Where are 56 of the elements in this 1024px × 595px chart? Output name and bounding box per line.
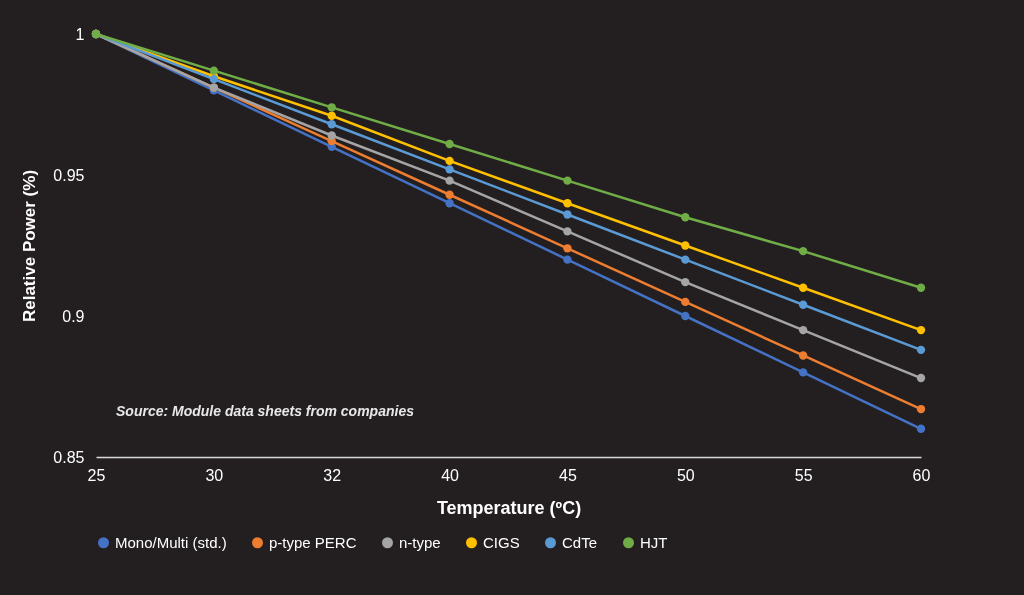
point (445, 190, 454, 199)
x-tick-label: 55 (794, 466, 813, 484)
point (916, 373, 926, 383)
point (445, 139, 454, 149)
x-tick-label: 40 (441, 466, 460, 484)
point (916, 424, 926, 433)
point (327, 120, 336, 129)
x-axis-title: Temperature (ºC) (436, 497, 582, 518)
point (681, 213, 690, 222)
point (209, 66, 219, 75)
point (681, 277, 690, 287)
x-tick-label: 45 (559, 466, 577, 484)
x-tick-label: 30 (205, 466, 224, 484)
legend-label: Mono/Multi (std.) (115, 533, 227, 551)
point (916, 283, 926, 292)
x-tick-label: 32 (323, 466, 342, 484)
point (681, 311, 690, 321)
legend-label: CIGS (483, 533, 520, 551)
point (445, 199, 454, 208)
point (563, 227, 572, 236)
point (916, 345, 926, 355)
point (798, 325, 808, 335)
x-tick-label: 60 (912, 466, 931, 484)
point (445, 156, 454, 166)
legend-label: n-type (399, 533, 441, 551)
point (798, 300, 808, 309)
point (563, 199, 572, 208)
y-tick-label: 0.85 (53, 448, 85, 466)
annotation: Source: Module data sheets from companies (116, 403, 415, 419)
point (798, 351, 808, 360)
y-tick-label: 0.95 (53, 166, 85, 184)
y-tick-label: 0.9 (62, 307, 85, 325)
point (798, 283, 808, 292)
point (327, 111, 336, 120)
point (916, 404, 926, 414)
legend-label: p-type PERC (269, 533, 357, 551)
point (681, 255, 690, 264)
legend-label: CdTe (562, 533, 598, 551)
point (445, 165, 454, 174)
point (563, 255, 572, 264)
y-tick-label: 1 (75, 25, 85, 43)
point (563, 176, 572, 185)
y-axis-title: Relative Power (%) (20, 169, 40, 323)
point (445, 176, 454, 185)
point (916, 325, 926, 335)
point (681, 241, 690, 250)
x-tick-label: 25 (87, 466, 106, 484)
point (798, 368, 808, 377)
point (681, 297, 690, 307)
legend-label: HJT (640, 533, 668, 551)
x-tick-label: 50 (676, 466, 695, 484)
point (327, 103, 336, 112)
point (327, 131, 336, 140)
point (563, 244, 572, 253)
point (563, 210, 572, 219)
point (798, 246, 808, 256)
